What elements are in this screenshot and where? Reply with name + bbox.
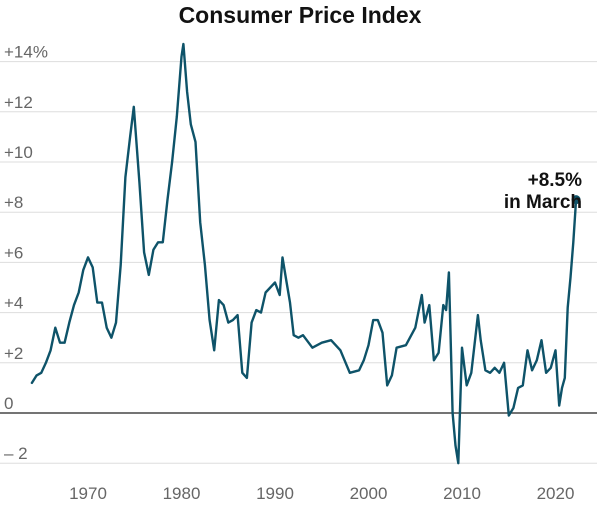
x-axis-ticks: 1970 1980 1990 2000 2010 2020 [69, 484, 574, 503]
cpi-series-line [30, 42, 578, 465]
y-tick-label: +14% [4, 43, 48, 62]
x-tick-label: 1970 [69, 484, 107, 503]
y-tick-label: +10 [4, 143, 33, 162]
x-tick-label: 2020 [537, 484, 575, 503]
series-layer [0, 42, 597, 465]
y-tick-label: +8 [4, 193, 23, 212]
latest-value-point [571, 195, 581, 205]
y-tick-label: +4 [4, 294, 23, 313]
annotation-value: +8.5% [528, 170, 583, 191]
annotation-label: in March [504, 192, 582, 213]
x-tick-label: 1980 [163, 484, 201, 503]
y-tick-label: +2 [4, 344, 23, 363]
y-tick-label: +6 [4, 243, 23, 262]
y-tick-label: 0 [4, 394, 13, 413]
x-tick-label: 2010 [443, 484, 481, 503]
x-tick-label: 1990 [256, 484, 294, 503]
chart-title: Consumer Price Index [179, 2, 422, 28]
y-axis-ticks: +14% +12 +10 +8 +6 +4 +2 0 – 2 [4, 43, 48, 464]
y-tick-label: – 2 [4, 444, 28, 463]
annotation-layer: +8.5% in March [504, 170, 582, 213]
x-tick-label: 2000 [350, 484, 388, 503]
gridlines [0, 61, 597, 464]
y-tick-label: +12 [4, 93, 33, 112]
